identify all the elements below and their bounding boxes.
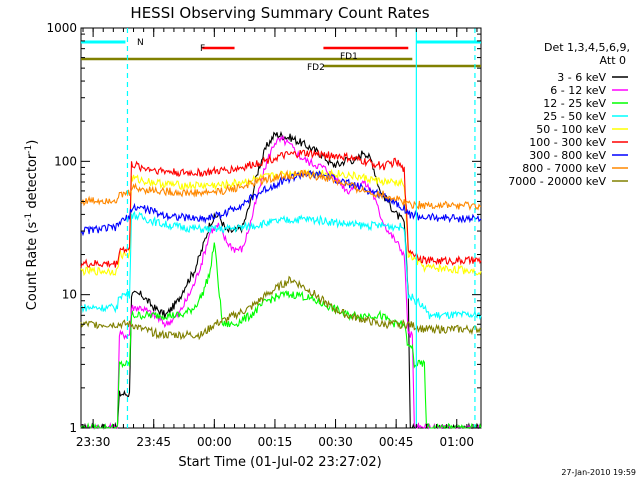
flag-label-f: F — [200, 44, 205, 54]
series-line-7 — [80, 170, 482, 237]
series-line-3 — [80, 242, 482, 430]
y-tick-label-3: 100 — [54, 154, 77, 168]
x-tick-label-2: 23:45 — [136, 435, 171, 449]
y-axis-label-sup2: -1 — [24, 145, 34, 154]
y-tick-label-4: 1000 — [46, 21, 77, 35]
series-line-9 — [80, 275, 482, 341]
y-axis: 1 10 100 1000 — [46, 21, 481, 435]
legend-label-2: 6 - 12 keV — [550, 84, 606, 97]
vline-layer — [126, 28, 476, 428]
series-line-6 — [80, 149, 482, 269]
legend-label-6: 100 - 300 keV — [529, 136, 606, 149]
series-line-2 — [80, 134, 482, 430]
series-line-1 — [80, 130, 482, 430]
series-line-8 — [80, 169, 481, 211]
y-axis-label-sup1: -1 — [24, 213, 34, 222]
y-axis-label-main: Count Rate (s — [25, 222, 40, 311]
series-layer — [80, 130, 482, 430]
flag-label-fd2: FD2 — [307, 63, 325, 73]
legend-label-7: 300 - 800 keV — [529, 149, 606, 162]
legend-header-detectors: Det 1,3,4,5,6,9, — [544, 41, 630, 54]
legend-label-1: 3 - 6 keV — [557, 71, 606, 84]
x-tick-label-1: 23:30 — [76, 435, 111, 449]
legend-label-5: 50 - 100 keV — [536, 123, 606, 136]
y-tick-label-1: 1 — [69, 421, 77, 435]
x-axis: 23:30 23:45 00:00 00:15 00:30 00:45 01:00 — [76, 28, 478, 449]
series-line-4 — [80, 210, 482, 321]
x-tick-label-4: 00:15 — [258, 435, 293, 449]
timestamp-footer: 27-Jan-2010 19:59 — [561, 468, 636, 477]
x-tick-label-6: 00:45 — [379, 435, 414, 449]
x-axis-label: Start Time (01-Jul-02 23:27:02) — [178, 455, 381, 470]
chart-title: HESSI Observing Summary Count Rates — [130, 4, 429, 22]
plot-frame — [80, 27, 482, 429]
legend-label-4: 25 - 50 keV — [543, 110, 606, 123]
plot-border — [80, 27, 482, 429]
legend-label-9: 7000 - 20000 keV — [508, 175, 606, 188]
x-tick-label-3: 00:00 — [197, 435, 232, 449]
legend-label-3: 12 - 25 keV — [543, 97, 606, 110]
y-axis-label-end: ) — [25, 140, 40, 145]
flag-label-n: N — [137, 38, 144, 48]
flag-label-fd1: FD1 — [340, 52, 358, 62]
y-tick-label-2: 10 — [62, 288, 77, 302]
y-axis-label-mid: detector — [25, 153, 40, 213]
flag-layer: N F FD1 FD2 — [81, 38, 481, 73]
x-tick-label-5: 00:30 — [318, 435, 353, 449]
legend-label-8: 800 - 7000 keV — [522, 162, 606, 175]
y-axis-label: Count Rate (s-1 detector-1) — [24, 140, 40, 311]
legend-header-attenuator: Att 0 — [600, 54, 626, 67]
x-tick-label-7: 01:00 — [439, 435, 474, 449]
